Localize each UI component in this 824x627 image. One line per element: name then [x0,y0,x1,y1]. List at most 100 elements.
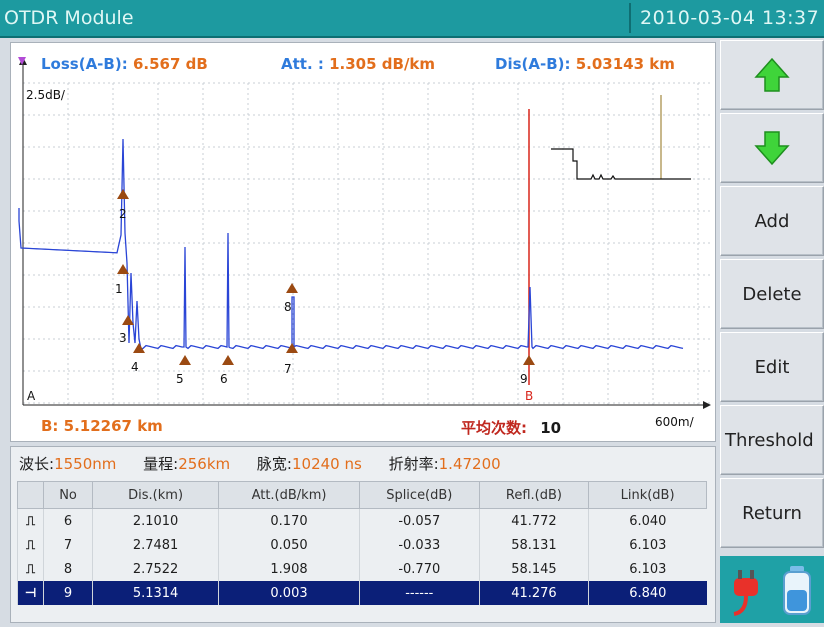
cell-splice: -0.033 [358,533,480,557]
cell-dis: 2.7481 [92,533,219,557]
marker-label-6: 6 [220,372,228,386]
event-panel: 波长:1550nm 量程:256km 脉宽:10240 ns 折射率:1.472… [10,446,716,623]
reflective-event-icon: ⎍ [16,508,44,533]
wavelength-label: 波长: [19,455,55,473]
power-status [720,556,824,623]
cell-dis: 5.1314 [92,581,219,605]
col-link: Link(dB) [588,481,707,509]
cell-att: 0.170 [218,508,360,533]
y-scale-label: 2.5dB/ [26,88,65,102]
pulse-label: 脉宽: [256,455,292,473]
col-att: Att.(dB/km) [218,481,360,509]
cursor-b-readout: B: 5.12267 km [41,417,163,435]
col-splice: Splice(dB) [358,481,480,509]
event-table[interactable]: No Dis.(km) Att.(dB/km) Splice(dB) Refl.… [16,481,707,605]
cell-splice: -0.057 [358,508,480,533]
range-value: 256km [178,455,231,473]
otdr-trace [18,138,684,350]
cell-att: 1.908 [218,557,360,581]
delete-button[interactable]: Delete [720,259,824,329]
threshold-button[interactable]: Threshold [720,405,824,475]
parameter-line: 波长:1550nm 量程:256km 脉宽:10240 ns 折射率:1.472… [19,453,523,474]
table-row[interactable]: ⎍ 7 2.7481 0.050 -0.033 58.131 6.103 [16,533,707,557]
event-marker-8[interactable] [286,283,298,293]
marker-label-7: 7 [284,362,292,376]
down-button[interactable] [720,113,824,183]
cell-att: 0.003 [218,581,360,605]
cell-refl: 41.276 [478,581,589,605]
x-axis-arrow [703,401,711,409]
return-button[interactable]: Return [720,478,824,548]
marker-label-4: 4 [131,360,139,374]
table-row[interactable]: ⎍ 6 2.1010 0.170 -0.057 41.772 6.040 [16,508,707,533]
marker-label-8: 8 [284,300,292,314]
trace-panel[interactable]: 2 1 3 4 5 6 7 8 9 A B Loss(A-B): 6.567 d… [10,42,716,442]
pulse-value: 10240 ns [291,455,362,473]
overview-thumbnail[interactable] [551,95,691,180]
average-label: 平均次数: [461,419,527,437]
range-label: 量程: [143,455,179,473]
event-marker-4[interactable] [133,343,145,353]
dis-label: Dis(A-B): [495,55,571,73]
dis-value: 5.03143 km [575,55,675,73]
battery-icon [783,566,811,615]
ior-label: 折射率: [388,455,439,473]
cell-refl: 41.772 [478,508,589,533]
event-marker-3[interactable] [122,315,134,325]
marker-label-1: 1 [115,282,123,296]
grid [22,82,711,405]
col-icon [16,481,45,509]
table-header: No Dis.(km) Att.(dB/km) Splice(dB) Refl.… [16,481,707,509]
cell-no: 7 [43,533,93,557]
cell-no: 8 [43,557,93,581]
cell-refl: 58.145 [478,557,589,581]
table-row[interactable]: ⎍ 8 2.7522 1.908 -0.770 58.145 6.103 [16,557,707,581]
cell-splice: -0.770 [358,557,480,581]
cell-link: 6.840 [588,581,707,605]
add-button[interactable]: Add [720,186,824,256]
cell-dis: 2.1010 [92,508,219,533]
att-label: Att. : [281,55,324,73]
wavelength-value: 1550nm [54,455,117,473]
event-marker-5[interactable] [179,355,191,365]
marker-label-2: 2 [119,207,127,221]
col-dis: Dis.(km) [92,481,220,509]
cursor-a-handle[interactable] [18,57,26,65]
average-count: 平均次数: 10 [461,417,561,438]
loss-label: Loss(A-B): [41,55,128,73]
app-title: OTDR Module [4,7,134,29]
ior-value: 1.47200 [438,455,501,473]
reflective-event-icon: ⎍ [16,533,44,557]
up-button[interactable] [720,40,824,110]
x-scale-label: 600m/ [655,415,694,429]
event-marker-2[interactable] [117,189,129,199]
cell-link: 6.040 [588,508,707,533]
sidebar: Add Delete Edit Threshold Return [720,40,824,623]
title-bar: OTDR Module 2010-03-04 13:37 [0,0,824,38]
event-marker-7[interactable] [286,343,298,353]
event-markers[interactable] [117,189,535,365]
reflective-event-icon: ⎍ [16,557,44,581]
trace-graph[interactable]: 2 1 3 4 5 6 7 8 9 A B [11,43,715,441]
event-marker-9[interactable] [523,355,535,365]
cell-att: 0.050 [218,533,360,557]
marker-label-3: 3 [119,331,127,345]
event-marker-6[interactable] [222,355,234,365]
title-separator [629,3,631,33]
col-refl: Refl.(dB) [478,481,590,509]
cursor-a-label: A [27,389,36,403]
cell-splice: ------ [358,581,480,605]
average-value: 10 [540,419,562,437]
cell-refl: 58.131 [478,533,589,557]
marker-label-9: 9 [520,372,528,386]
arrow-up-icon [754,57,790,92]
col-no: No [43,481,94,509]
end-event-icon: ⊣ [16,581,44,605]
marker-label-5: 5 [176,372,184,386]
cell-dis: 2.7522 [92,557,219,581]
datetime: 2010-03-04 13:37 [640,7,820,29]
loss-readout: Loss(A-B): 6.567 dB [41,55,208,73]
edit-button[interactable]: Edit [720,332,824,402]
event-marker-1[interactable] [117,264,129,274]
table-row-selected[interactable]: ⊣ 9 5.1314 0.003 ------ 41.276 6.840 [16,581,707,605]
